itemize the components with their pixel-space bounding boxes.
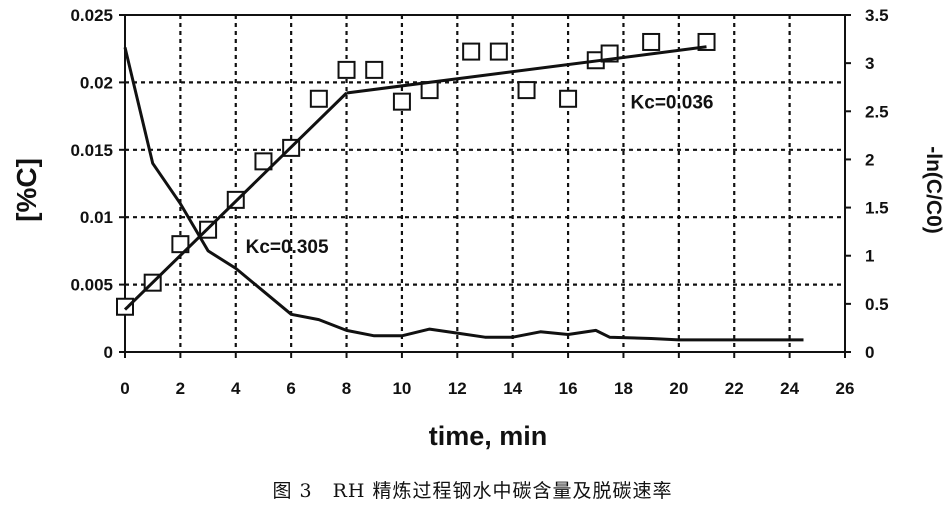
gridlines (125, 15, 845, 352)
data-point-marker (337, 60, 356, 79)
y-axis-title: [%C] (11, 158, 42, 222)
y2-axis-title: -ln(C/C0) (922, 146, 945, 234)
x-tick-label: 26 (836, 379, 855, 398)
y2-tick-label: 2.5 (865, 102, 889, 121)
annotation-kc-late: Kc=0.036 (631, 93, 714, 114)
chart: 0 2 4 6 8 10 12 14 16 18 20 22 24 2600.0050.010.0150.… (11, 6, 945, 451)
x-tick-label: 24 (780, 379, 799, 398)
fit-line (346, 45, 707, 95)
x-tick-label: 6 (286, 379, 295, 398)
x-tick-label: 4 (231, 379, 241, 398)
x-tick-label: 8 (342, 379, 351, 398)
figure-caption: 图 3 RH 精炼过程钢水中碳含量及脱碳速率 (272, 480, 673, 502)
y2-tick-label: 2 (865, 150, 874, 169)
y-tick-label: 0 (104, 343, 113, 362)
annotation-kc-early: Kc=0.305 (246, 237, 329, 258)
x-tick-label: 16 (559, 379, 578, 398)
data-point-marker (462, 42, 481, 61)
data-point-marker (517, 81, 536, 100)
data-point-marker (489, 42, 508, 61)
fit-line (123, 91, 348, 311)
x-tick-label: 2 (176, 379, 185, 398)
y-tick-label: 0.015 (70, 141, 113, 160)
y-tick-label: 0.02 (80, 73, 113, 92)
series (116, 32, 804, 342)
data-point-marker (559, 89, 578, 108)
x-tick-label: 0 (120, 379, 129, 398)
data-point-marker (116, 297, 134, 316)
y2-tick-label: 1 (865, 247, 874, 266)
y2-tick-label: 0.5 (865, 295, 889, 314)
data-point-marker (254, 152, 273, 171)
y2-tick-label: 3 (865, 54, 874, 73)
y2-tick-label: 3.5 (865, 6, 889, 25)
data-point-marker (309, 89, 328, 108)
data-point-marker (171, 235, 190, 254)
x-tick-label: 22 (725, 379, 744, 398)
data-point-marker (365, 60, 384, 79)
x-tick-label: 20 (669, 379, 688, 398)
x-tick-label: 10 (392, 379, 411, 398)
x-tick-label: 14 (503, 379, 522, 398)
x-tick-label: 12 (448, 379, 467, 398)
plot-area-frame (124, 14, 846, 353)
axis-ticks: 0 2 4 6 8 10 12 14 16 18 20 22 24 2600.0050.010.0150.… (70, 6, 888, 398)
y-tick-label: 0.005 (70, 276, 113, 295)
data-point-marker (392, 92, 411, 111)
y-tick-label: 0.025 (70, 6, 113, 25)
x-axis-title: time, min (429, 421, 548, 451)
y2-tick-label: 0 (865, 343, 874, 362)
y2-tick-label: 1.5 (865, 199, 889, 218)
x-tick-label: 18 (614, 379, 633, 398)
data-point-marker (642, 32, 661, 51)
y-tick-label: 0.01 (80, 208, 113, 227)
carbon-content-line (123, 47, 804, 342)
